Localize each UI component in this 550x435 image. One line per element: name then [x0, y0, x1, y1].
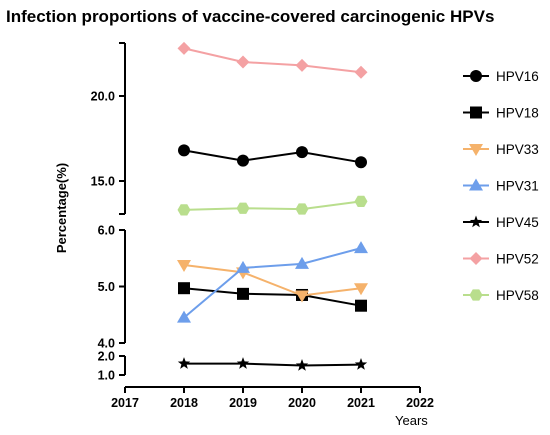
x-tick-label: 2021: [347, 396, 375, 410]
series-hpv18: [178, 282, 367, 312]
legend-item-hpv33: HPV33: [463, 142, 539, 157]
data-point-hpv45: [295, 359, 309, 371]
y-tick-label: 4.0: [98, 337, 115, 351]
x-tick-label: 2017: [111, 396, 139, 410]
data-point-hpv16: [178, 144, 190, 157]
legend-item-hpv18: HPV18: [463, 106, 539, 121]
y-axis-label: Percentage(%): [54, 163, 69, 253]
data-point-hpv31: [177, 310, 191, 323]
legend-label: HPV33: [496, 142, 539, 157]
y-tick-label: 6.0: [98, 224, 115, 238]
legend-marker-hpv16: [470, 70, 482, 82]
series-line-hpv33: [183, 264, 362, 297]
legend-item-hpv45: HPV45: [463, 215, 539, 230]
data-point-hpv58: [236, 202, 250, 214]
legend-item-hpv52: HPV52: [463, 252, 539, 267]
series-line-hpv58: [183, 200, 362, 211]
data-point-hpv16: [355, 156, 367, 169]
y-tick-label: 15.0: [91, 175, 115, 189]
legend-label: HPV18: [496, 106, 539, 121]
data-point-hpv52: [177, 41, 191, 55]
data-point-hpv31: [236, 260, 250, 273]
legend-label: HPV52: [496, 252, 539, 267]
x-tick-label: 2018: [170, 396, 198, 410]
data-point-hpv52: [295, 58, 309, 72]
data-point-hpv52: [236, 55, 250, 69]
data-point-hpv58: [177, 204, 191, 216]
series-hpv33: [177, 260, 368, 303]
data-point-hpv31: [354, 241, 368, 254]
data-point-hpv45: [354, 358, 368, 370]
series-line-hpv52: [183, 47, 362, 74]
data-point-hpv18: [355, 299, 367, 312]
data-point-hpv33: [177, 260, 191, 273]
legend-marker-hpv31: [469, 178, 483, 191]
y-tick-label: 1.0: [98, 369, 115, 383]
series-hpv45: [177, 357, 368, 371]
legend-marker-hpv18: [470, 106, 482, 119]
y-tick-label: 5.0: [98, 280, 115, 294]
y-tick-label: 2.0: [98, 350, 115, 364]
series-line-hpv18: [183, 287, 362, 307]
x-tick-label: 2022: [406, 396, 434, 410]
series-hpv31: [177, 241, 368, 323]
legend-item-hpv16: HPV16: [463, 69, 539, 84]
legend-label: HPV58: [496, 288, 539, 303]
series-layer: [177, 41, 368, 371]
legend-marker-hpv52: [469, 252, 483, 265]
data-point-hpv52: [354, 65, 368, 79]
data-point-hpv45: [177, 357, 191, 369]
chart-title: Infection proportions of vaccine-covered…: [6, 7, 494, 26]
data-point-hpv33: [354, 283, 368, 296]
legend-label: HPV45: [496, 215, 539, 230]
legend-marker-hpv33: [469, 144, 483, 156]
legend-label: HPV31: [496, 179, 539, 194]
legend: HPV16 HPV18 HPV33 HPV31 HPV45 HPV52 HPV58: [463, 69, 539, 303]
y-tick-label: 20.0: [91, 90, 115, 104]
series-hpv58: [177, 195, 368, 216]
data-point-hpv18: [178, 282, 190, 295]
legend-item-hpv58: HPV58: [463, 288, 539, 303]
data-point-hpv16: [296, 146, 308, 159]
series-line-hpv45: [184, 362, 362, 367]
series-line-hpv16: [183, 149, 362, 164]
data-point-hpv33: [295, 290, 309, 303]
data-point-hpv31: [295, 256, 309, 269]
data-point-hpv58: [295, 203, 309, 215]
data-point-hpv45: [236, 357, 250, 369]
data-point-hpv58: [354, 195, 368, 208]
data-point-hpv16: [237, 154, 249, 167]
axes: 15.0 20.0 4.0 5.0 6.0 1.0 2.0 2017 2018 2019 2020 2…: [91, 42, 434, 410]
x-tick-label: 2019: [229, 396, 257, 410]
legend-item-hpv31: HPV31: [463, 178, 539, 194]
legend-label: HPV16: [496, 69, 539, 84]
legend-marker-hpv58: [469, 289, 483, 301]
x-axis-label: Years: [395, 413, 428, 428]
series-line-hpv31: [183, 247, 362, 319]
series-hpv52: [177, 41, 368, 79]
x-tick-label: 2020: [288, 396, 316, 410]
legend-marker-hpv45: [469, 215, 483, 228]
series-hpv16: [178, 144, 367, 169]
data-point-hpv18: [237, 287, 249, 300]
